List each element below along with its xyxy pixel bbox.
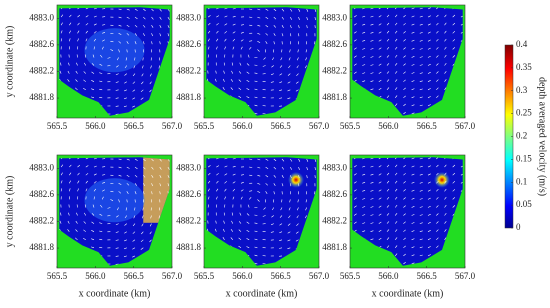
x-tick-label: 566.5 bbox=[417, 271, 438, 281]
eddy bbox=[84, 178, 145, 223]
panel-frame bbox=[56, 154, 173, 269]
hotspot bbox=[288, 171, 304, 188]
x-tick-label: 567.0 bbox=[309, 121, 330, 131]
x-tick-label: 565.5 bbox=[194, 271, 215, 281]
colorbar-tick-label: 0.25 bbox=[516, 108, 532, 118]
water bbox=[352, 157, 463, 266]
x-axis-label: x coordinate (km) bbox=[372, 288, 444, 299]
y-tick-label: 4882.2 bbox=[29, 66, 54, 76]
x-tick-label: 567.0 bbox=[309, 271, 330, 281]
y-tick-label: 4881.8 bbox=[29, 242, 54, 252]
y-tick-label: 4882.2 bbox=[176, 216, 201, 226]
y-tick-label: 4882.6 bbox=[176, 189, 201, 199]
y-tick-label: 4883.0 bbox=[29, 162, 54, 172]
panel: 565.5 566.0 566.5 567.0 4881.8 4882.2 4882.6 48… bbox=[176, 154, 330, 299]
x-tick-label: 566.5 bbox=[124, 271, 145, 281]
y-tick-label: 4882.2 bbox=[322, 216, 347, 226]
x-tick-label: 567.0 bbox=[455, 121, 476, 131]
x-tick-label: 566.5 bbox=[124, 121, 145, 131]
x-tick-label: 566.0 bbox=[85, 271, 106, 281]
panel: 565.5 566.0 566.5 567.0 4881.8 4882.2 4882.6 48… bbox=[4, 154, 183, 299]
panel-frame bbox=[349, 4, 466, 119]
colorbar-tick-label: 0.15 bbox=[516, 153, 532, 163]
eddy bbox=[84, 28, 145, 73]
panel-frame bbox=[203, 154, 320, 269]
y-tick-label: 4881.8 bbox=[29, 92, 54, 102]
x-tick-label: 566.5 bbox=[271, 121, 292, 131]
field bbox=[353, 157, 463, 265]
x-tick-label: 566.0 bbox=[378, 271, 399, 281]
x-axis-label: x coordinate (km) bbox=[226, 288, 298, 299]
y-tick-label: 4882.6 bbox=[29, 39, 54, 49]
water bbox=[206, 157, 317, 266]
panel-frame bbox=[203, 4, 320, 119]
x-tick-label: 565.5 bbox=[47, 121, 68, 131]
y-axis-label: y coordinate (km) bbox=[4, 176, 15, 248]
y-tick-label: 4882.6 bbox=[176, 39, 201, 49]
panel: 565.5 566.0 566.5 567.0 4881.8 4882.2 4882.6 48… bbox=[4, 4, 183, 131]
y-tick-label: 4881.8 bbox=[176, 92, 201, 102]
x-axis-label: x coordinate (km) bbox=[79, 288, 151, 299]
y-tick-label: 4881.8 bbox=[322, 92, 347, 102]
y-axis-label: y coordinate (km) bbox=[4, 26, 15, 98]
hotspot bbox=[434, 171, 450, 188]
y-tick-label: 4882.2 bbox=[29, 216, 54, 226]
colorbar-tick-label: 0.2 bbox=[516, 131, 527, 141]
x-tick-label: 565.5 bbox=[340, 271, 361, 281]
panel-frame bbox=[56, 4, 173, 119]
y-tick-label: 4883.0 bbox=[29, 12, 54, 22]
y-tick-label: 4883.0 bbox=[176, 162, 201, 172]
water bbox=[352, 7, 463, 116]
x-tick-label: 566.0 bbox=[232, 121, 253, 131]
x-tick-label: 567.0 bbox=[162, 271, 183, 281]
colorbar-tick-label: 0.35 bbox=[516, 62, 532, 72]
x-tick-label: 567.0 bbox=[162, 121, 183, 131]
y-tick-label: 4882.6 bbox=[322, 39, 347, 49]
x-tick-label: 566.0 bbox=[378, 121, 399, 131]
colorbar-label: depth averaged velocity (m/s) bbox=[537, 77, 548, 196]
x-tick-label: 565.5 bbox=[194, 121, 215, 131]
y-tick-label: 4883.0 bbox=[322, 162, 347, 172]
x-tick-label: 566.0 bbox=[232, 271, 253, 281]
colorbar-tick-label: 0.1 bbox=[516, 176, 527, 186]
y-tick-label: 4883.0 bbox=[176, 12, 201, 22]
y-tick-label: 4883.0 bbox=[322, 12, 347, 22]
y-tick-label: 4882.2 bbox=[322, 66, 347, 76]
panel-frame bbox=[349, 154, 466, 269]
water bbox=[206, 7, 317, 116]
panel: 565.5 566.0 566.5 567.0 4881.8 4882.2 4882.6 48… bbox=[322, 154, 476, 299]
colorbar-tick-label: 0.3 bbox=[516, 85, 528, 95]
colorbar-tick-label: 0.4 bbox=[516, 39, 528, 49]
y-tick-label: 4882.2 bbox=[176, 66, 201, 76]
panel: 565.5 566.0 566.5 567.0 4881.8 4882.2 4882.6 48… bbox=[322, 4, 476, 131]
y-tick-label: 4882.6 bbox=[322, 189, 347, 199]
x-tick-label: 566.0 bbox=[85, 121, 106, 131]
colorbar-tick-label: 0 bbox=[516, 222, 521, 232]
x-tick-label: 565.5 bbox=[47, 271, 68, 281]
panel: 565.5 566.0 566.5 567.0 4881.8 4882.2 4882.6 48… bbox=[176, 4, 330, 131]
x-tick-label: 566.5 bbox=[271, 271, 292, 281]
x-tick-label: 565.5 bbox=[340, 121, 361, 131]
x-tick-label: 567.0 bbox=[455, 271, 476, 281]
y-tick-label: 4881.8 bbox=[322, 242, 347, 252]
colorbar-tick-label: 0.05 bbox=[516, 199, 532, 209]
y-tick-label: 4882.6 bbox=[29, 189, 54, 199]
x-tick-label: 566.5 bbox=[417, 121, 438, 131]
y-tick-label: 4881.8 bbox=[176, 242, 201, 252]
